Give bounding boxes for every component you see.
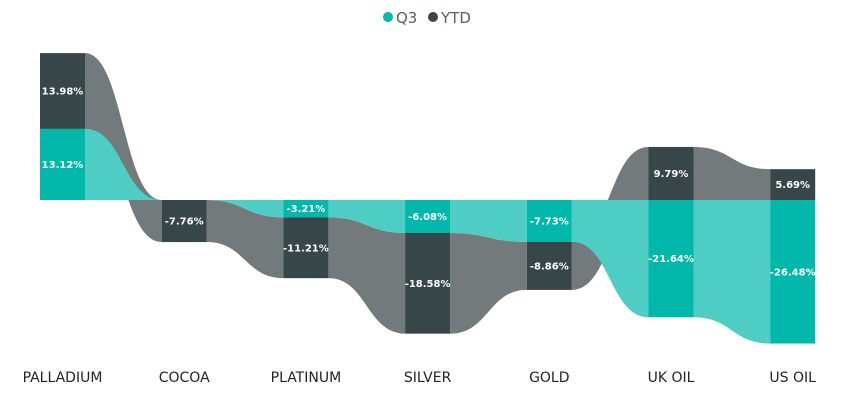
data-label-ytd-us-oil: 5.69% (775, 180, 810, 191)
legend: Q3 YTD (383, 9, 471, 27)
bar-ytd-us-oil (770, 169, 816, 200)
category-label-palladium: PALLADIUM (23, 370, 103, 386)
category-label-platinum: PLATINUM (271, 370, 342, 386)
ribbon-q3-1 (206, 200, 284, 218)
ribbon-q3-0 (85, 128, 162, 200)
data-label-ytd-uk-oil: 9.79% (654, 169, 689, 180)
legend-entry-ytd: YTD (440, 9, 471, 27)
bar-ytd-cocoa (161, 200, 207, 243)
data-label-ytd-gold: -8.86% (530, 261, 569, 272)
data-label-ytd-cocoa: -7.76% (165, 217, 204, 228)
bar-q3-palladium (40, 128, 85, 200)
data-label-q3-us-oil: -26.48% (770, 267, 816, 278)
legend-entry-q3: Q3 (396, 9, 417, 27)
bar-q3-gold (526, 200, 572, 242)
bar-ytd-gold (526, 241, 572, 290)
ribbon-ytd-1 (206, 200, 284, 279)
ribbon-q3-5 (693, 200, 771, 344)
category-label-silver: SILVER (404, 370, 452, 386)
bar-q3-us-oil (770, 200, 816, 344)
category-labels: PALLADIUM COCOA PLATINUM SILVER GOLD UK OIL US… (23, 370, 817, 386)
value-labels: 13.12% 13.98% -7.76% -3.21% -11.21% -6.08% -18… (42, 87, 816, 290)
bar-ytd-palladium (40, 53, 85, 129)
data-label-q3-palladium: 13.12% (42, 160, 84, 171)
data-label-ytd-platinum: -11.21% (283, 243, 329, 254)
legend-marker-q3 (383, 12, 393, 22)
ribbon-q3-3 (450, 200, 527, 242)
ribbon-ytd-5 (693, 146, 771, 200)
data-label-q3-gold: -7.73% (530, 216, 569, 227)
data-label-ytd-palladium: 13.98% (42, 87, 84, 98)
data-label-q3-silver: -6.08% (408, 212, 447, 223)
ribbon-ytd-3 (450, 232, 527, 334)
category-label-cocoa: COCOA (159, 370, 210, 386)
bars (40, 53, 816, 344)
ribbon-ytd-2 (328, 217, 406, 334)
bar-q3-silver (405, 200, 451, 233)
data-label-ytd-silver: -18.58% (405, 279, 451, 290)
data-label-q3-platinum: -3.21% (286, 204, 325, 215)
category-label-us-oil: US OIL (769, 370, 816, 386)
ribbon-q3-2 (328, 200, 406, 233)
data-label-q3-uk-oil: -21.64% (648, 254, 694, 265)
legend-marker-ytd (428, 12, 438, 22)
bar-ytd-uk-oil (648, 146, 694, 200)
bar-q3-platinum (283, 200, 329, 218)
ribbon-q3-4 (571, 200, 649, 318)
category-label-uk-oil: UK OIL (648, 370, 695, 386)
bar-ytd-silver (405, 232, 451, 334)
category-label-gold: GOLD (529, 370, 569, 386)
bar-ytd-platinum (283, 217, 329, 279)
bar-q3-uk-oil (648, 200, 694, 318)
ribbons (85, 53, 771, 344)
